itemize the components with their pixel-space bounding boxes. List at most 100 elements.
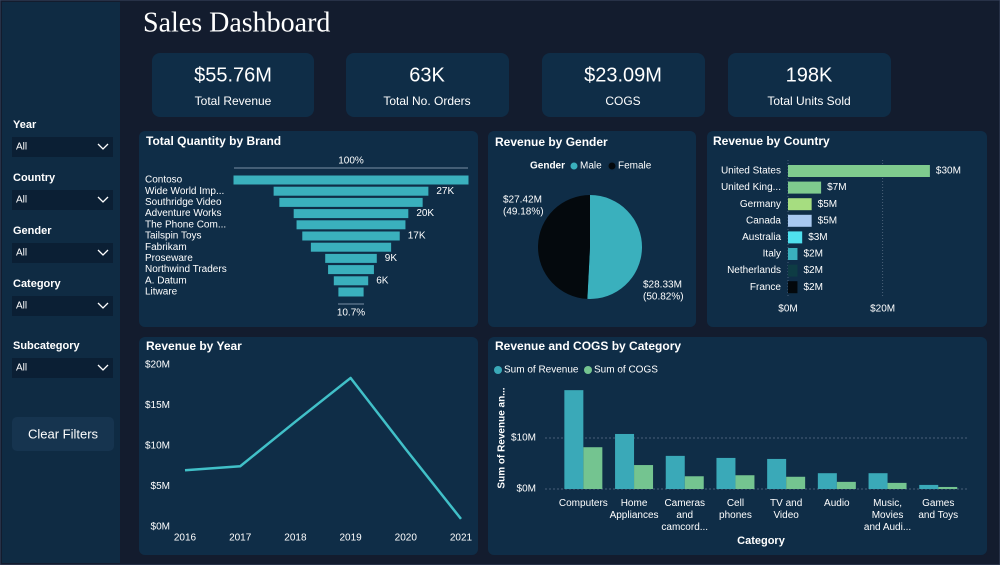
y-tick-label: $20M: [145, 360, 170, 371]
y-tick-label: France: [750, 282, 782, 293]
bar: [615, 433, 635, 489]
funnel-bar: [328, 265, 374, 275]
y-tick-label: $5M: [151, 481, 170, 492]
kpi-value: 198K: [786, 64, 833, 86]
x-tick-label: Computers: [558, 498, 608, 509]
pie-slice: [587, 195, 642, 299]
dropdown-chevron: [97, 302, 109, 309]
x-tick-label: TV and Video: [770, 498, 803, 521]
bar: [684, 476, 704, 489]
bar: [788, 214, 812, 227]
dropdown-chevron: [97, 143, 109, 150]
legend-label: Male: [580, 161, 602, 172]
funnel-value-label: 27K: [436, 186, 454, 197]
funnel-category: Wide World Imp...: [145, 186, 224, 197]
y-tick-label: Italy: [763, 249, 781, 260]
filter-dropdown[interactable]: [12, 243, 113, 263]
filter-label: Country: [13, 172, 56, 184]
kpi-label: Total No. Orders: [383, 94, 470, 108]
filter-dropdown[interactable]: [12, 296, 113, 316]
x-tick-label: Home Appliances: [609, 498, 659, 521]
y-tick-label: United King...: [721, 182, 781, 193]
bar: [716, 457, 736, 489]
clear-filters-button[interactable]: [12, 417, 114, 451]
chart-title: Revenue by Gender: [495, 135, 608, 149]
filter-dropdown[interactable]: [12, 190, 113, 210]
filter-label: Gender: [13, 225, 52, 237]
funnel-bar: [296, 220, 406, 230]
funnel-category: Litware: [145, 287, 178, 298]
pie-percent-label: (50.82%): [643, 292, 684, 303]
legend-marker: [569, 161, 579, 171]
funnel-value-label: 9K: [385, 253, 398, 264]
bar: [836, 481, 856, 489]
x-tick-label: 2016: [174, 533, 197, 544]
panel: [488, 337, 987, 555]
pie-slice: [537, 195, 590, 299]
dashboard-title: Sales Dashboard: [143, 7, 330, 38]
y-tick-label: $10M: [511, 433, 536, 444]
kpi-label: COGS: [605, 94, 640, 108]
funnel-bar: [310, 242, 392, 252]
x-tick-label: $20M: [870, 304, 895, 315]
line: [184, 376, 462, 520]
dropdown-chevron: [97, 196, 109, 203]
filter-dropdown[interactable]: [12, 358, 113, 378]
y-tick-label: $10M: [145, 441, 170, 452]
bar-value-label: $2M: [803, 249, 822, 260]
funnel-category: Southridge Video: [145, 197, 222, 208]
funnel-category: Contoso: [145, 175, 183, 186]
kpi-label: Total Revenue: [195, 94, 272, 108]
funnel-value-label: 17K: [408, 231, 426, 242]
filter-dropdown[interactable]: [12, 137, 113, 157]
y-tick-label: Netherlands: [727, 265, 781, 276]
kpi-cards: [152, 53, 891, 117]
chart-title: Total Quantity by Brand: [146, 134, 281, 148]
funnel-bar: [338, 287, 364, 297]
kpi-card: [152, 53, 314, 117]
y-axis-title: Sum of Revenue an...: [497, 387, 508, 488]
x-tick-label: 2019: [339, 533, 362, 544]
funnel-bar: [233, 175, 469, 185]
bar: [788, 281, 798, 294]
funnel-category: The Phone Com...: [145, 219, 226, 230]
bar: [767, 458, 787, 489]
x-tick-label: Cell phones: [719, 498, 752, 521]
bar: [583, 447, 603, 489]
filter-value: All: [16, 195, 27, 206]
funnel-value-label: 20K: [416, 208, 434, 219]
bar: [919, 484, 939, 489]
funnel-bar: [302, 231, 400, 241]
kpi-value: $55.76M: [194, 64, 272, 86]
legend-marker: [584, 366, 592, 374]
funnel-category: Proseware: [145, 253, 193, 264]
pie-percent-label: (49.18%): [503, 207, 544, 218]
panel: [707, 131, 987, 327]
kpi-label: Total Units Sold: [767, 94, 850, 108]
chart-title: Revenue and COGS by Category: [495, 339, 681, 353]
bar-value-label: $7M: [827, 182, 846, 193]
bar: [868, 473, 888, 489]
bar: [788, 165, 930, 177]
bar: [788, 248, 798, 260]
funnel-category: Northwind Traders: [145, 264, 227, 275]
x-tick-label: Music, Movies and Audi...: [863, 498, 912, 533]
bar-value-label: $5M: [818, 199, 837, 210]
bar: [665, 455, 685, 489]
y-tick-label: Canada: [746, 215, 781, 226]
legend-marker: [607, 161, 617, 171]
funnel-bar: [273, 186, 429, 196]
dropdown-chevron: [97, 364, 109, 371]
y-tick-label: $0M: [517, 484, 536, 495]
bar: [788, 181, 822, 194]
kpi-card: [728, 53, 891, 117]
bar: [786, 476, 806, 489]
clear-filters-label[interactable]: Clear Filters: [28, 426, 99, 441]
kpi-card: [542, 53, 705, 117]
bar: [788, 231, 803, 244]
legend-title: Gender: [530, 161, 565, 172]
x-axis-title: Category: [737, 535, 786, 547]
